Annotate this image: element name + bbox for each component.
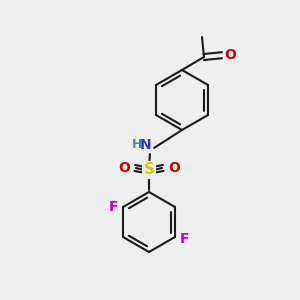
Text: S: S [143, 163, 155, 178]
Text: H: H [132, 139, 142, 152]
Text: F: F [108, 200, 118, 214]
Text: F: F [180, 232, 190, 246]
Text: O: O [168, 161, 180, 175]
Text: O: O [118, 161, 130, 175]
Text: O: O [224, 48, 236, 62]
Text: N: N [140, 138, 152, 152]
